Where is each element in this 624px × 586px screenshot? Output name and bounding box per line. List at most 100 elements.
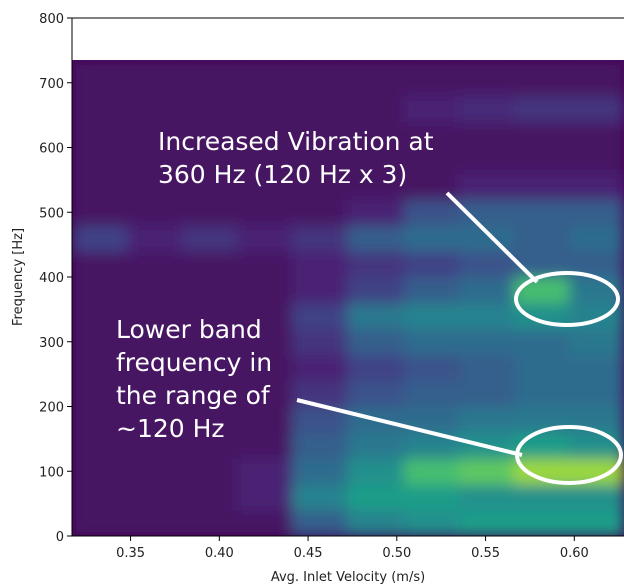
heatmap-cell: [513, 380, 570, 407]
heatmap-cell: [458, 458, 515, 485]
heatmap-cell: [72, 225, 128, 252]
heatmap-cell: [182, 225, 238, 252]
heatmap-cell: [513, 121, 570, 148]
heatmap-cell: [182, 302, 238, 330]
heatmap-cell: [72, 60, 128, 97]
heatmap-cell: [72, 406, 128, 433]
heatmap-cell: [237, 328, 293, 356]
heatmap-cell: [182, 380, 238, 407]
axes: 0 100 200 300 400 500 600 700 800 0.35 0.40 0.45 0.5…: [39, 12, 589, 561]
heatmap-cell: [127, 302, 183, 330]
heatmap-cell: [182, 432, 238, 459]
annotation-ellipse: [515, 425, 623, 485]
heatmap-cell: [182, 95, 238, 123]
heatmap-cell: [72, 328, 128, 356]
heatmap-cell: [347, 302, 405, 330]
heatmap-cell: [292, 199, 348, 226]
heatmap-cell: [237, 147, 293, 174]
heatmap-cell: [292, 458, 348, 485]
heatmap-cell: [182, 147, 238, 174]
heatmap-cell: [347, 510, 405, 536]
heatmap-cell: [568, 354, 624, 382]
annotation: Increased Vibration at: [158, 127, 434, 156]
heatmap-cell: [127, 60, 183, 97]
heatmap-cell: [237, 484, 293, 511]
heatmap-cell: [403, 354, 460, 382]
heatmap-cell: [458, 302, 515, 330]
heatmap-cell: [182, 121, 238, 148]
heatmap-cell: [182, 173, 238, 200]
heatmap-cell: [403, 251, 460, 278]
heatmap-cell: [568, 484, 624, 511]
x-tick-label: 0.55: [471, 546, 500, 561]
y-tick-label: 500: [39, 206, 64, 221]
y-tick-label: 400: [39, 271, 64, 286]
heatmap-cell: [513, 95, 570, 123]
heatmap-cell: [72, 199, 128, 226]
annotation-arrow: [445, 191, 539, 284]
heatmap-cell: [347, 173, 405, 200]
heatmap-cell: [237, 354, 293, 382]
heatmap-cell: [513, 225, 570, 252]
heatmap-cell: [72, 484, 128, 511]
heatmap-cell: [568, 60, 624, 97]
heatmap-cell: [292, 380, 348, 407]
heatmap-cell: [568, 173, 624, 200]
heatmap-cell: [292, 302, 348, 330]
heatmap-cell: [237, 277, 293, 304]
heatmap-cell: [347, 484, 405, 511]
heatmap-cell: [72, 95, 128, 123]
heatmap-cell: [403, 147, 460, 174]
heatmap-cell: [127, 95, 183, 123]
heatmap-cell: [292, 147, 348, 174]
heatmap-cell: [237, 199, 293, 226]
heatmap-cell: [72, 251, 128, 278]
heatmap-cell: [403, 95, 460, 123]
heatmap-cell: [292, 510, 348, 536]
heatmap-cell: [292, 225, 348, 252]
heatmap-cell: [182, 510, 238, 536]
heatmap-cell: [568, 432, 624, 459]
heatmap-cell: [237, 406, 293, 433]
annotation-ellipse: [514, 271, 620, 327]
heatmap-cell: [458, 484, 515, 511]
heatmap-cell: [292, 432, 348, 459]
y-tick-label: 100: [39, 465, 64, 480]
heatmap-cell: [292, 173, 348, 200]
heatmap-cell: [182, 354, 238, 382]
heatmap-cell: [568, 121, 624, 148]
heatmap-cell: [182, 251, 238, 278]
heatmap-cell: [182, 277, 238, 304]
heatmap-cell: [458, 173, 515, 200]
heatmap-cell: [182, 458, 238, 485]
heatmap-cell: [292, 121, 348, 148]
heatmap-cell: [458, 354, 515, 382]
heatmap-cell: [513, 277, 570, 304]
heatmap-cell: [458, 95, 515, 123]
heatmap-cell: [292, 354, 348, 382]
heatmap-cell: [127, 277, 183, 304]
heatmap-cell: [127, 406, 183, 433]
heatmap-cell: [403, 60, 460, 97]
heatmap-cell: [347, 199, 405, 226]
heatmap-cell: [347, 432, 405, 459]
y-axis-label: Frequency [Hz]: [11, 228, 26, 326]
heatmap-cell: [182, 199, 238, 226]
heatmap-cell: [237, 173, 293, 200]
heatmap-cell: [458, 225, 515, 252]
heatmap-cell: [292, 95, 348, 123]
annotation: the range of: [116, 381, 271, 410]
heatmap-cell: [403, 277, 460, 304]
heatmap-cell: [513, 484, 570, 511]
heatmap-cell: [292, 484, 348, 511]
heatmap-cell: [458, 251, 515, 278]
annotation: Lower band: [116, 315, 262, 344]
heatmap-cell: [568, 147, 624, 174]
y-tick-label: 0: [56, 530, 64, 545]
heatmap-cell: [403, 199, 460, 226]
y-tick-label: 200: [39, 401, 64, 416]
heatmap-cell: [458, 60, 515, 97]
heatmap-cell: [347, 328, 405, 356]
heatmap-cell: [568, 95, 624, 123]
